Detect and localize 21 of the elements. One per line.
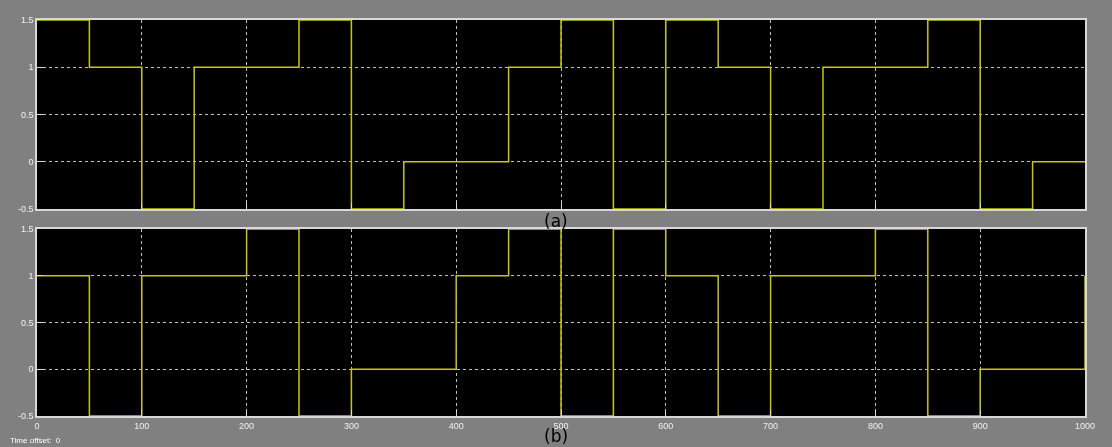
y-tick-label: 1.5 bbox=[20, 15, 34, 26]
y-tick-label: 0 bbox=[28, 156, 34, 167]
y-tick-label: 1.5 bbox=[20, 224, 34, 235]
x-tick-label: 700 bbox=[763, 420, 779, 431]
x-tick-label: 200 bbox=[239, 420, 255, 431]
x-tick-label: 400 bbox=[448, 420, 464, 431]
y-tick-label: 0.5 bbox=[20, 109, 34, 120]
y-tick-label: -0.5 bbox=[17, 411, 34, 422]
x-tick-label: 1000 bbox=[1074, 420, 1096, 431]
text: (a) bbox=[544, 211, 568, 231]
x-tick-label: 900 bbox=[972, 420, 988, 431]
text: Time offset: 0 bbox=[10, 436, 61, 445]
y-tick-label: 0.5 bbox=[20, 317, 34, 328]
y-tick-label: 0 bbox=[28, 364, 34, 375]
y-tick-label: -0.5 bbox=[17, 204, 34, 215]
x-tick-label: 300 bbox=[343, 420, 359, 431]
y-tick-label: 1 bbox=[28, 62, 34, 73]
x-tick-label: 600 bbox=[658, 420, 674, 431]
y-tick-label: 1 bbox=[28, 270, 34, 281]
x-tick-label: 800 bbox=[867, 420, 883, 431]
x-tick-label: 100 bbox=[134, 420, 150, 431]
